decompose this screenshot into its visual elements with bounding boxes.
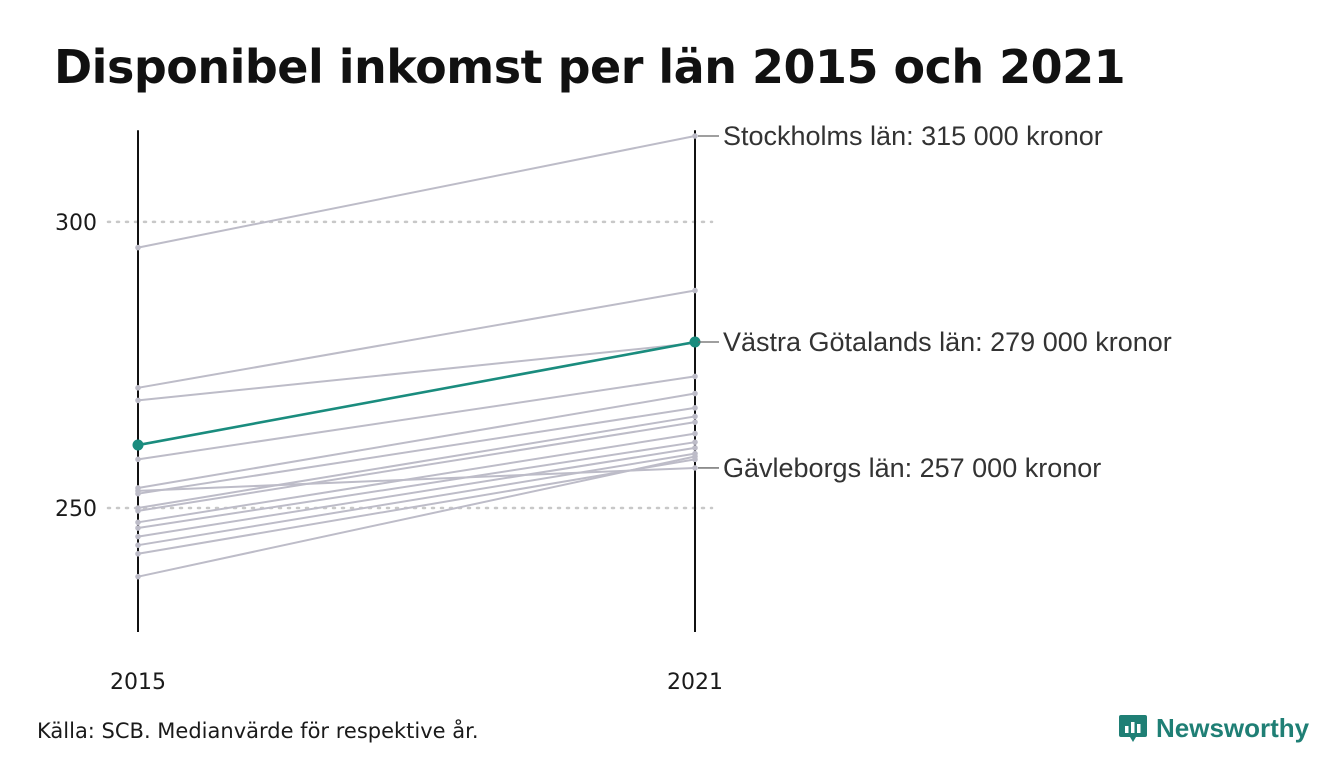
end-label-1: Västra Götalands län: 279 000 kronor	[723, 327, 1172, 357]
brand: Newsworthy	[1118, 712, 1309, 744]
series-line-0	[137, 135, 696, 249]
data-point-2015-12	[135, 533, 141, 540]
series-line-7	[137, 406, 696, 495]
data-point-2021-2	[692, 465, 698, 471]
series-line-8	[137, 415, 696, 509]
data-point-2015-14	[135, 550, 141, 557]
brand-name: Newsworthy	[1156, 712, 1310, 743]
series-line-4	[137, 342, 696, 402]
data-point-2015-5	[135, 456, 141, 463]
data-point-2021-3	[692, 287, 698, 294]
data-point-2021-1	[689, 336, 701, 348]
data-point-2021-7	[692, 405, 698, 411]
year-axes	[137, 130, 696, 632]
series-line-9	[137, 421, 696, 512]
data-point-2015-6	[135, 485, 141, 491]
data-point-2015-13	[135, 542, 141, 548]
slope-chart: Stockholms län: 315 000 kronor Västra Göt…	[55, 121, 1172, 695]
data-point-2015-11	[135, 525, 141, 531]
data-point-2015-7	[135, 490, 141, 497]
end-label-0: Stockholms län: 315 000 kronor	[723, 121, 1103, 151]
data-point-2015-15	[135, 573, 141, 580]
series-line-3	[137, 289, 696, 389]
data-point-2021-9	[692, 419, 698, 425]
data-point-2021-5	[692, 373, 698, 380]
series-line-14	[137, 458, 696, 555]
y-tick-label: 250	[55, 497, 97, 522]
series-line-13	[137, 452, 696, 547]
series-line-1	[137, 340, 696, 447]
data-point-2015-9	[135, 508, 141, 514]
data-point-2015-1	[132, 439, 144, 451]
data-point-2021-11	[692, 439, 698, 445]
data-point-2021-15	[692, 453, 698, 460]
x-tick-label: 2015	[110, 670, 166, 695]
series-line-2	[137, 466, 696, 492]
data-point-2015-0	[135, 244, 141, 251]
chart-title: Disponibel inkomst per län 2015 och 2021	[54, 40, 1126, 94]
data-point-2015-3	[135, 385, 141, 391]
data-point-2015-4	[135, 397, 141, 404]
newsworthy-logo-icon	[1119, 715, 1147, 742]
data-point-2021-8	[692, 413, 698, 420]
series-line-6	[137, 392, 696, 489]
data-point-2015-10	[135, 519, 141, 526]
highlight-series	[132, 336, 701, 451]
y-tick-label: 300	[55, 211, 97, 236]
series-line-5	[137, 375, 696, 461]
tick-labels: 250 300 2015 2021	[55, 211, 723, 695]
series-line-15	[137, 455, 696, 578]
series-line-11	[137, 441, 696, 530]
data-point-2021-0	[692, 133, 698, 139]
gridlines	[106, 220, 714, 510]
source-note: Källa: SCB. Medianvärde för respektive å…	[37, 719, 479, 743]
x-tick-label: 2021	[667, 670, 723, 695]
data-point-2021-10	[692, 430, 698, 437]
data-point-2021-12	[692, 445, 698, 451]
data-point-2021-6	[692, 390, 698, 397]
end-labels: Stockholms län: 315 000 kronor Västra Göt…	[698, 121, 1172, 483]
series-line-12	[137, 446, 696, 538]
end-label-2: Gävleborgs län: 257 000 kronor	[723, 453, 1101, 483]
series-line-10	[137, 432, 696, 524]
